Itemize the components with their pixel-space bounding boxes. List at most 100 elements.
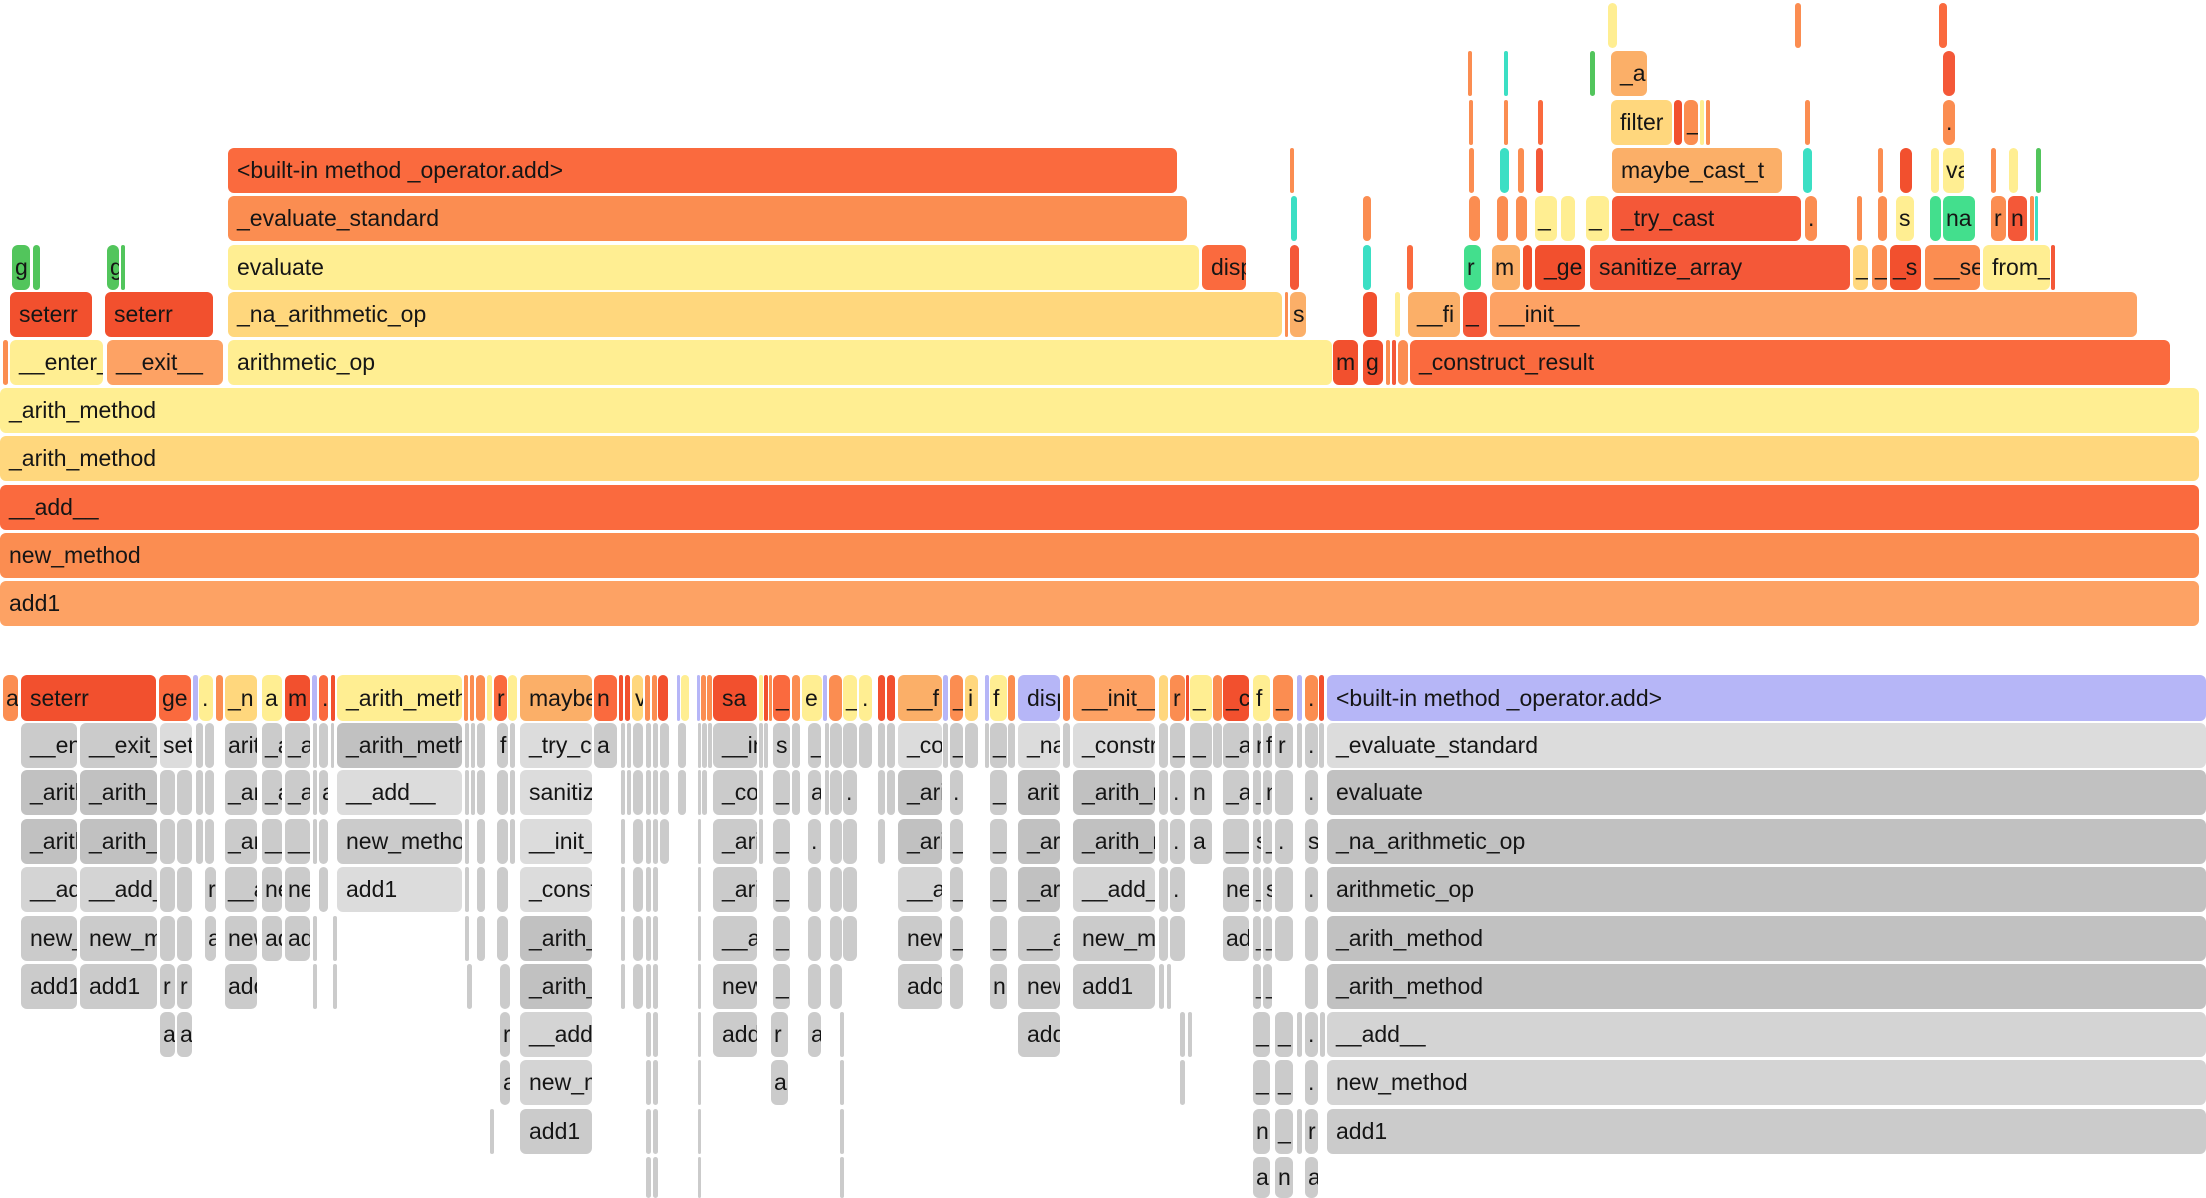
frame-block[interactable] <box>825 770 829 815</box>
frame-block[interactable] <box>1159 770 1168 815</box>
frame-block[interactable] <box>1297 675 1302 721</box>
frame-block[interactable] <box>646 1109 651 1154</box>
frame-block[interactable] <box>633 964 643 1009</box>
frame-block[interactable] <box>653 964 658 1009</box>
frame-block[interactable]: _arith_method <box>21 770 77 815</box>
frame-block[interactable]: _ <box>990 723 1007 768</box>
frame-block[interactable] <box>646 723 651 768</box>
frame-block[interactable]: a <box>177 1012 192 1057</box>
frame-block[interactable]: sa <box>713 675 757 721</box>
frame-block[interactable]: _ <box>1253 916 1261 961</box>
frame-block[interactable]: s <box>1305 819 1318 864</box>
frame-block[interactable]: s <box>1253 819 1261 864</box>
frame-block[interactable] <box>792 770 800 815</box>
frame-block[interactable]: new_method <box>0 533 2199 578</box>
frame-block[interactable] <box>698 916 701 961</box>
frame-block[interactable] <box>510 723 515 768</box>
frame-block[interactable]: _ <box>1253 1060 1270 1105</box>
frame-block[interactable]: a <box>1305 1157 1318 1198</box>
frame-block[interactable]: _construct_result <box>713 770 757 815</box>
frame-block[interactable] <box>497 770 508 815</box>
frame-block[interactable] <box>1159 964 1164 1009</box>
frame-block[interactable] <box>1497 196 1508 241</box>
frame-block[interactable] <box>678 770 686 815</box>
frame-block[interactable] <box>121 245 125 290</box>
frame-block[interactable] <box>1008 675 1015 721</box>
frame-block[interactable] <box>1291 196 1297 241</box>
frame-block[interactable]: _na_arithmetic_op <box>228 292 1282 337</box>
frame-block[interactable]: add1 <box>713 1012 757 1057</box>
frame-block[interactable] <box>1063 675 1070 721</box>
frame-block[interactable] <box>769 675 772 721</box>
frame-block[interactable] <box>464 675 468 721</box>
frame-block[interactable] <box>490 1109 494 1154</box>
frame-block[interactable] <box>843 916 857 961</box>
frame-block[interactable]: . <box>950 770 963 815</box>
frame-block[interactable]: _ <box>1586 196 1609 241</box>
frame-block[interactable]: . <box>1805 196 1817 241</box>
frame-block[interactable]: _ <box>773 770 790 815</box>
frame-block[interactable] <box>943 675 948 721</box>
frame-block[interactable]: new_method <box>898 916 942 961</box>
frame-block[interactable] <box>878 770 885 815</box>
frame-block[interactable]: _construct_result <box>1410 340 2170 385</box>
frame-block[interactable]: _ <box>1275 1109 1293 1154</box>
frame-block[interactable]: _construct_result <box>520 867 592 912</box>
frame-block[interactable] <box>508 675 517 721</box>
frame-block[interactable] <box>1939 3 1947 48</box>
frame-block[interactable] <box>646 770 651 815</box>
frame-block[interactable]: __se <box>1925 245 1980 290</box>
frame-block[interactable] <box>205 723 214 768</box>
frame-block[interactable] <box>619 675 623 721</box>
frame-block[interactable]: add1 <box>337 867 462 912</box>
frame-block[interactable]: ne <box>1223 867 1249 912</box>
frame-block[interactable]: g <box>1363 340 1383 385</box>
frame-block[interactable] <box>1674 100 1682 145</box>
frame-block[interactable] <box>2036 148 2041 193</box>
frame-block[interactable]: add1 <box>225 964 257 1009</box>
frame-block[interactable]: _arith_method <box>1073 770 1155 815</box>
frame-block[interactable] <box>160 770 175 815</box>
frame-block[interactable] <box>698 867 701 912</box>
frame-block[interactable] <box>646 964 651 1009</box>
frame-block[interactable]: __init__ <box>1073 675 1155 721</box>
frame-block[interactable]: r <box>177 964 192 1009</box>
frame-block[interactable] <box>205 770 214 815</box>
frame-block[interactable]: f <box>497 723 508 768</box>
frame-block[interactable]: _na_arithmetic_op <box>1018 723 1060 768</box>
frame-block[interactable]: _arith_method <box>262 723 282 768</box>
frame-block[interactable]: n <box>594 675 617 721</box>
frame-block[interactable] <box>653 1109 658 1154</box>
frame-block[interactable] <box>313 723 317 768</box>
frame-block[interactable] <box>678 723 686 768</box>
frame-block[interactable] <box>808 964 821 1009</box>
frame-block[interactable] <box>319 819 328 864</box>
frame-block[interactable] <box>627 723 631 768</box>
frame-block[interactable]: a <box>205 916 216 961</box>
frame-block[interactable]: a <box>808 1012 821 1057</box>
frame-block[interactable]: _ <box>1463 292 1487 337</box>
frame-block[interactable] <box>1297 1012 1302 1057</box>
frame-block[interactable] <box>698 1157 701 1198</box>
frame-block[interactable]: r <box>1464 245 1481 290</box>
frame-block[interactable]: _ <box>1253 867 1261 912</box>
frame-block[interactable] <box>1500 148 1509 193</box>
frame-block[interactable]: . <box>1305 770 1318 815</box>
frame-block[interactable] <box>1398 340 1408 385</box>
frame-block[interactable] <box>627 770 631 815</box>
frame-block[interactable]: _ <box>773 867 790 912</box>
frame-block[interactable] <box>3 340 8 385</box>
frame-block[interactable] <box>701 675 706 721</box>
frame-block[interactable]: . <box>1943 100 1955 145</box>
frame-block[interactable]: ad <box>1223 916 1249 961</box>
frame-block[interactable]: _ <box>1275 1060 1293 1105</box>
frame-block[interactable] <box>1857 196 1862 241</box>
frame-block[interactable]: a <box>771 1060 788 1105</box>
frame-block[interactable] <box>653 867 658 912</box>
frame-block[interactable]: _ <box>950 819 963 864</box>
frame-block[interactable]: _n <box>225 675 257 721</box>
frame-block[interactable] <box>878 723 885 768</box>
frame-block[interactable] <box>677 675 680 721</box>
frame-block[interactable] <box>160 916 175 961</box>
frame-block[interactable]: f <box>990 675 1007 721</box>
